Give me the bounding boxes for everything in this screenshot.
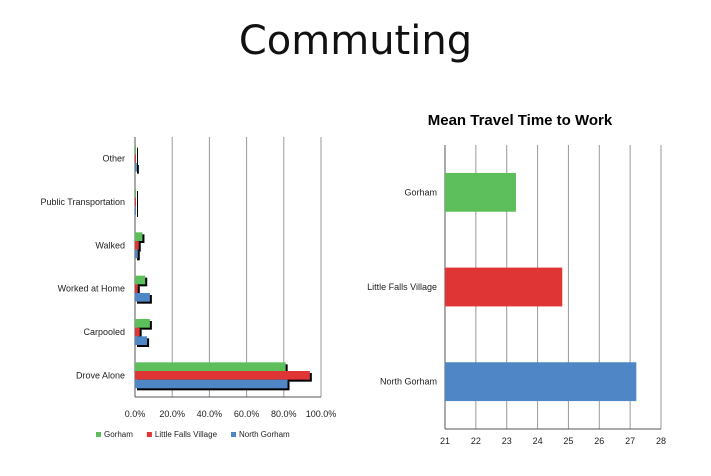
x-tick-label: 0.0% — [125, 409, 146, 419]
category-label: North Gorham — [380, 377, 437, 387]
bar — [135, 206, 136, 215]
x-tick-label: 22 — [471, 436, 481, 446]
bar-shadow — [137, 156, 138, 165]
x-tick-label: 40.0% — [197, 409, 223, 419]
bar — [135, 232, 143, 241]
legend-swatch — [96, 432, 101, 437]
x-tick-label: 80.0% — [271, 409, 297, 419]
bar — [135, 154, 136, 163]
bar-shadow — [137, 165, 139, 174]
bar — [135, 319, 150, 328]
x-tick-label: 24 — [533, 436, 543, 446]
x-tick-label: 28 — [656, 436, 666, 446]
category-label: Worked at Home — [58, 284, 125, 294]
bar-shadow — [137, 191, 138, 200]
bar — [135, 293, 150, 302]
legend-label: North Gorham — [239, 430, 290, 439]
bar-shadow — [137, 199, 138, 209]
bar — [135, 249, 138, 259]
bar — [135, 241, 139, 250]
bar — [135, 336, 148, 345]
bar — [445, 362, 637, 402]
category-label: Public Transportation — [40, 197, 125, 207]
bar-shadow — [137, 208, 138, 217]
bar — [135, 362, 286, 371]
x-tick-label: 20.0% — [159, 409, 185, 419]
bar — [135, 197, 136, 207]
chart-title: Mean Travel Time to Work — [428, 112, 613, 129]
x-tick-label: 23 — [502, 436, 512, 446]
bar-shadow — [137, 251, 140, 261]
bar — [135, 327, 140, 337]
legend-label: Gorham — [104, 430, 133, 439]
x-tick-label: 25 — [563, 436, 573, 446]
legend-swatch — [146, 432, 152, 437]
bar-shadow — [137, 286, 140, 295]
bar — [135, 371, 310, 380]
category-label: Walked — [95, 240, 125, 250]
bar-shadow — [137, 147, 138, 157]
category-label: Drove Alone — [76, 370, 125, 380]
category-label: Other — [102, 154, 125, 164]
x-tick-label: 21 — [440, 436, 450, 446]
bar — [445, 172, 516, 212]
category-label: Gorham — [404, 187, 437, 197]
legend-label: Little Falls Village — [155, 430, 218, 439]
x-tick-label: 27 — [625, 436, 635, 446]
bar — [135, 275, 146, 285]
category-label: Carpooled — [83, 327, 125, 337]
slide-title: Commuting — [238, 18, 473, 64]
bar — [135, 145, 136, 155]
category-label: Little Falls Village — [367, 282, 437, 292]
x-tick-label: 60.0% — [234, 409, 260, 419]
bar — [135, 284, 138, 293]
legend-swatch — [231, 432, 237, 437]
x-tick-label: 100.0% — [306, 409, 337, 419]
bar — [445, 267, 563, 307]
bar-shadow — [137, 243, 141, 252]
x-tick-label: 26 — [594, 436, 604, 446]
bar — [135, 189, 136, 198]
bar — [135, 163, 137, 172]
bar — [135, 379, 288, 389]
